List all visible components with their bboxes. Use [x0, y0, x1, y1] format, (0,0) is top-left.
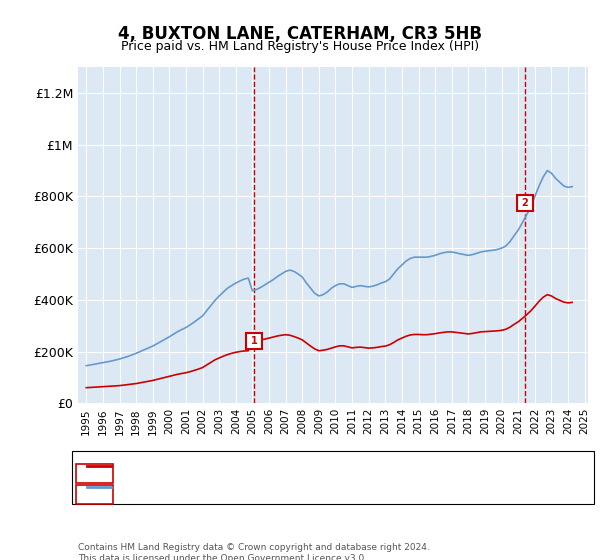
Text: 45% ↓ HPI: 45% ↓ HPI: [378, 466, 445, 480]
Text: £775,000: £775,000: [264, 488, 324, 501]
Text: 2: 2: [521, 198, 528, 208]
Text: 04-FEB-2005: 04-FEB-2005: [126, 466, 206, 480]
Text: £240,000: £240,000: [264, 466, 323, 480]
Text: 3% ↓ HPI: 3% ↓ HPI: [378, 488, 437, 501]
Text: 1: 1: [251, 336, 257, 346]
Text: Price paid vs. HM Land Registry's House Price Index (HPI): Price paid vs. HM Land Registry's House …: [121, 40, 479, 53]
Text: HPI: Average price, detached house, Tandridge: HPI: Average price, detached house, Tand…: [115, 482, 376, 492]
Text: 1: 1: [90, 466, 98, 480]
Text: 28-MAY-2021: 28-MAY-2021: [126, 488, 207, 501]
Text: 4, BUXTON LANE, CATERHAM, CR3 5HB (detached house): 4, BUXTON LANE, CATERHAM, CR3 5HB (detac…: [115, 461, 436, 472]
Text: 2: 2: [90, 488, 98, 501]
Text: 4, BUXTON LANE, CATERHAM, CR3 5HB: 4, BUXTON LANE, CATERHAM, CR3 5HB: [118, 25, 482, 43]
Text: Contains HM Land Registry data © Crown copyright and database right 2024.
This d: Contains HM Land Registry data © Crown c…: [78, 543, 430, 560]
